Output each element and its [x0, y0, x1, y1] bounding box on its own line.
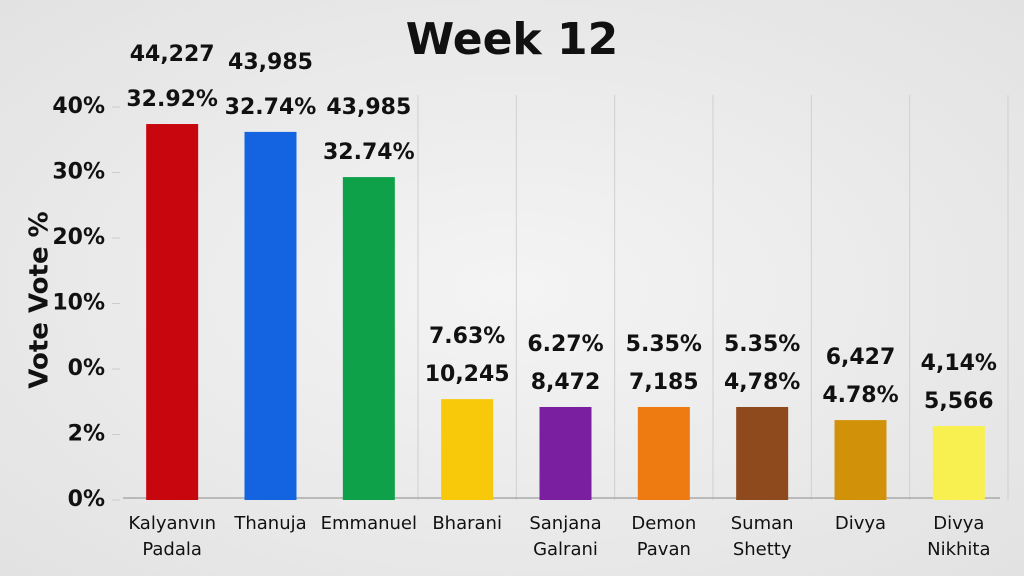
- x-tick-label: Suman Shetty: [730, 513, 794, 560]
- data-label: 10,245: [425, 362, 510, 387]
- x-tick-label: Emmanuel: [320, 513, 418, 534]
- data-label: 44,227: [130, 42, 215, 67]
- data-label: 5,566: [924, 389, 994, 414]
- bar: [637, 406, 690, 500]
- data-label: 7,185: [629, 370, 699, 395]
- bar: [146, 124, 199, 500]
- bar: [736, 406, 789, 500]
- chart-title: Week 12: [406, 14, 618, 65]
- bar: [932, 425, 985, 500]
- bar: [539, 406, 592, 500]
- data-label: 6.27%: [527, 332, 603, 357]
- y-tick-label: 30%: [52, 160, 105, 185]
- x-tick-label: Thanuja: [234, 513, 307, 534]
- y-tick-label: 20%: [52, 225, 105, 250]
- data-label: 4.78%: [822, 383, 898, 408]
- data-label: 6,427: [826, 345, 896, 370]
- y-tick-label: 0%: [68, 356, 105, 381]
- data-label: 43,985: [228, 50, 313, 75]
- y-tick-label: 2%: [68, 422, 105, 447]
- data-label: 7.63%: [429, 324, 505, 349]
- data-label: 4,78%: [724, 370, 800, 395]
- y-tick-label: 0%: [68, 487, 105, 512]
- x-tick-label: Divya Nikhita: [927, 513, 991, 560]
- data-label: 8,472: [531, 370, 601, 395]
- x-tick-label: Kalyanvın Padala: [128, 513, 216, 560]
- data-label: 32.92%: [126, 87, 218, 112]
- bar: [244, 131, 297, 500]
- x-tick-label: Bharani: [432, 513, 502, 534]
- y-tick-label: 10%: [52, 291, 105, 316]
- data-label: 4,14%: [921, 351, 997, 376]
- y-axis-label: Vote Vote %: [25, 211, 55, 388]
- y-tick-label: 40%: [52, 94, 105, 119]
- data-label: 43,985: [326, 95, 411, 120]
- data-label: 32.74%: [323, 140, 415, 165]
- data-label: 5.35%: [626, 332, 702, 357]
- x-tick-label: Demon Pavan: [631, 513, 697, 560]
- bar: [441, 399, 494, 500]
- bar: [834, 420, 887, 500]
- x-tick-label: Sanjana Galrani: [529, 513, 602, 560]
- data-label: 32.74%: [225, 95, 317, 120]
- x-tick-label: Divya: [834, 513, 887, 534]
- data-label: 5.35%: [724, 332, 800, 357]
- bar: [342, 177, 395, 500]
